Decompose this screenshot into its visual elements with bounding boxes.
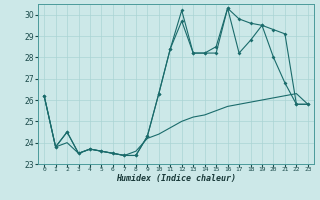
X-axis label: Humidex (Indice chaleur): Humidex (Indice chaleur) (116, 174, 236, 183)
